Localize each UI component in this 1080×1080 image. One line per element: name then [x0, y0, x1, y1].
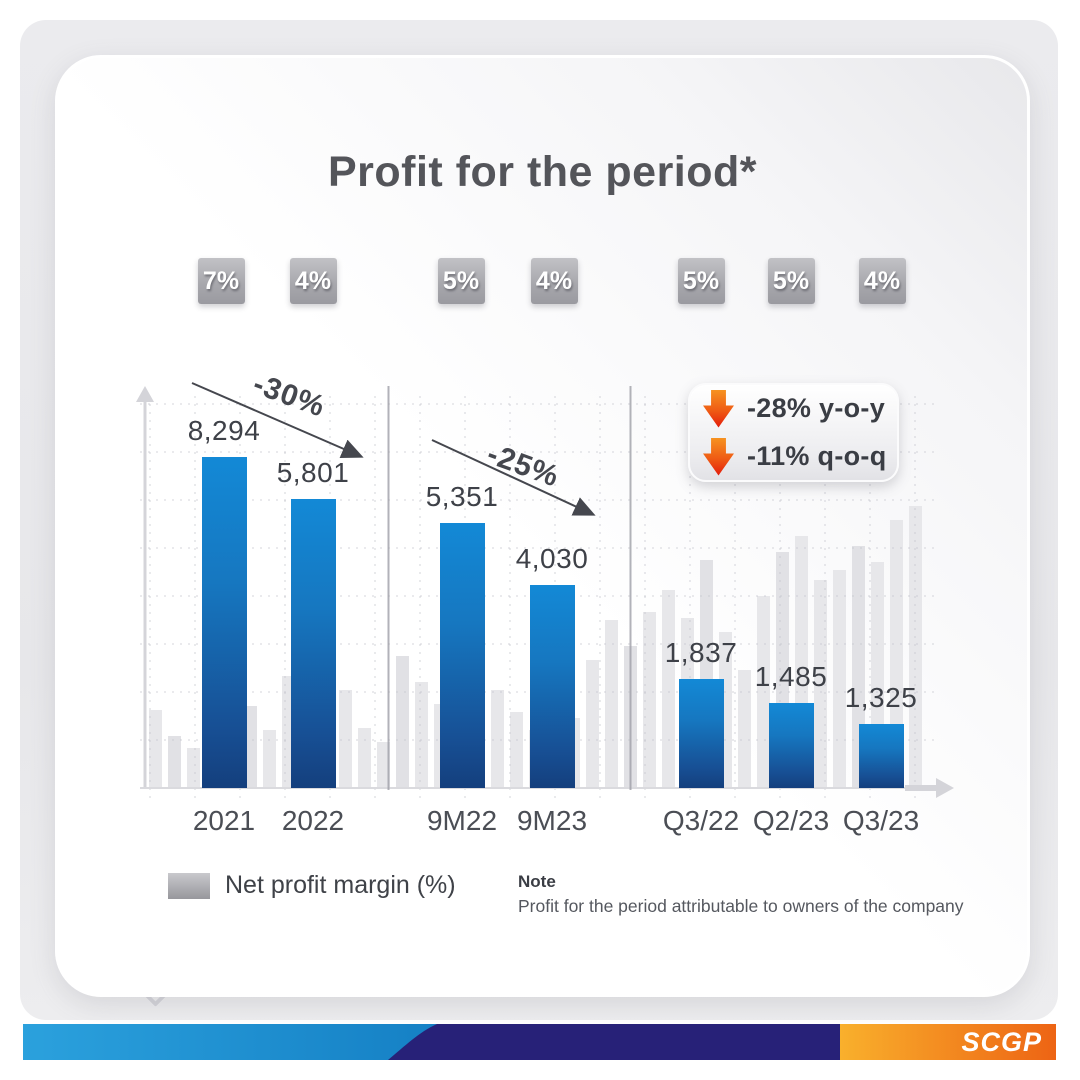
bar-2022	[290, 499, 336, 788]
background-bar	[662, 590, 675, 788]
margin-badge-9M22: 5%	[437, 258, 485, 304]
value-label-Q3/22: 1,837	[664, 637, 738, 668]
margin-badge-2021: 7%	[197, 258, 245, 304]
red-down-arrow-icon	[703, 437, 734, 476]
background-bar	[415, 682, 428, 788]
tick-label-Q2/23: Q2/23	[752, 805, 830, 836]
margin-badge-Q3/23: 4%	[858, 258, 906, 304]
bar-9M22	[439, 523, 485, 788]
legend: Net profit margin (%)	[168, 871, 456, 900]
background-bar	[814, 580, 827, 788]
qoq-change-label: -11% q-o-q	[747, 441, 887, 471]
bar-Q3/22	[678, 679, 724, 788]
note-heading: Note	[518, 872, 556, 891]
ribbon-orange-segment	[840, 1024, 1056, 1060]
ribbon-navy-segment	[388, 1024, 840, 1060]
legend-swatch-gray	[168, 872, 210, 899]
background-bar	[890, 520, 903, 788]
yoy-change-label: -28% y-o-y	[747, 393, 886, 423]
background-bar	[396, 656, 409, 788]
background-bar	[643, 612, 656, 788]
value-label-Q2/23: 1,485	[754, 661, 828, 692]
margin-badge-Q3/22: 5%	[677, 258, 725, 304]
background-bar	[377, 742, 390, 788]
bar-Q3/23	[858, 724, 904, 788]
bar-9M23	[529, 585, 575, 788]
background-bar	[244, 706, 257, 788]
margin-badge-9M23: 4%	[530, 258, 578, 304]
tick-label-2022: 2022	[281, 805, 345, 836]
background-bar	[339, 690, 352, 788]
tick-label-9M23: 9M23	[516, 805, 588, 836]
tick-label-2021: 2021	[192, 805, 256, 836]
page-title: Profit for the period*	[327, 148, 758, 196]
background-bar	[605, 620, 618, 788]
tick-label-Q3/22: Q3/22	[662, 805, 740, 836]
callout-row-qoq: -11% q-o-q	[703, 436, 897, 478]
background-bar	[168, 736, 181, 788]
bar-2021	[201, 457, 247, 788]
background-bar	[586, 660, 599, 788]
yoy-qoq-callout: -28% y-o-y -11% q-o-q	[688, 383, 899, 482]
legend-label: Net profit margin (%)	[225, 871, 456, 899]
note-body: Profit for the period attributable to ow…	[518, 896, 964, 916]
margin-badge-Q2/23: 5%	[767, 258, 815, 304]
scgp-logo: SCGP	[961, 1027, 1042, 1057]
background-bar	[909, 506, 922, 788]
value-label-9M22: 5,351	[425, 481, 499, 512]
background-bar	[358, 728, 371, 788]
margin-badge-2022: 4%	[289, 258, 337, 304]
bar-Q2/23	[768, 703, 814, 788]
background-bar	[149, 710, 162, 788]
tick-label-Q3/23: Q3/23	[842, 805, 920, 836]
background-bar	[833, 570, 846, 788]
background-bar	[263, 730, 276, 788]
value-label-9M23: 4,030	[515, 543, 589, 574]
value-label-2022: 5,801	[276, 457, 350, 488]
footer-ribbon	[23, 1024, 1056, 1060]
background-bar	[187, 748, 200, 788]
background-bar	[738, 670, 751, 788]
value-label-2021: 8,294	[187, 415, 261, 446]
red-down-arrow-icon	[703, 389, 734, 428]
ribbon-blue-segment	[23, 1024, 453, 1060]
background-bar	[510, 712, 523, 788]
callout-row-yoy: -28% y-o-y	[703, 388, 897, 430]
note-block: Note Profit for the period attributable …	[518, 872, 964, 917]
value-label-Q3/23: 1,325	[844, 682, 918, 713]
tick-label-9M22: 9M22	[426, 805, 498, 836]
background-bar	[491, 690, 504, 788]
